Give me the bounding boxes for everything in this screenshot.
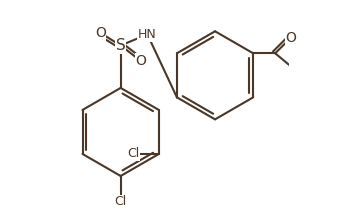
Text: O: O	[136, 54, 147, 68]
Text: S: S	[116, 38, 126, 53]
Text: Cl: Cl	[128, 147, 140, 161]
Text: Cl: Cl	[115, 195, 127, 208]
Text: O: O	[286, 31, 297, 45]
Text: O: O	[95, 26, 106, 40]
Text: HN: HN	[138, 28, 157, 41]
